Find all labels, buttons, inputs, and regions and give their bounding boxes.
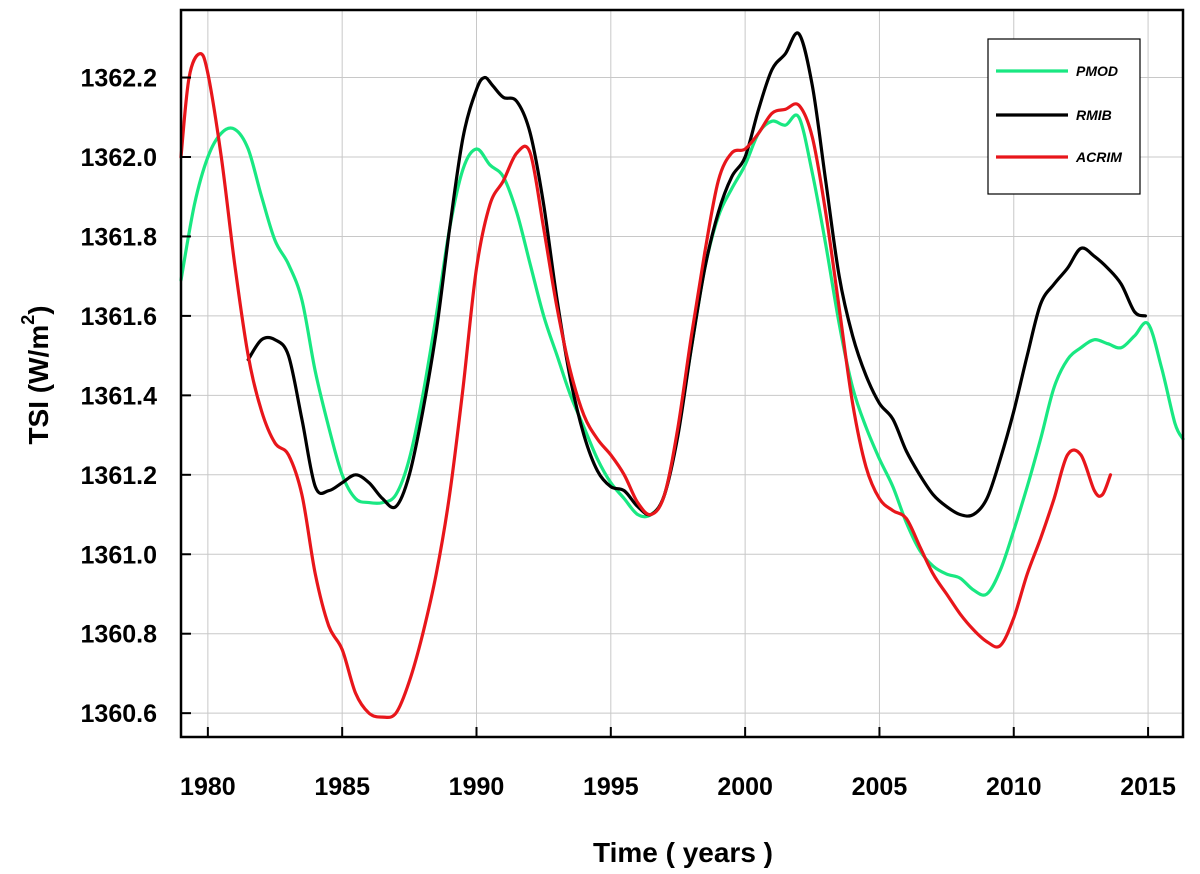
- y-tick-label: 1361.8: [81, 223, 158, 251]
- tick-layer: [181, 76, 1150, 737]
- x-tick-label: 2010: [986, 773, 1042, 801]
- x-tick-label: 1990: [449, 773, 505, 801]
- grid-layer: [181, 10, 1183, 737]
- tick-label-layer: 1980 1985 1990 1995 2000 2005 2010 2015 1360.6 13…: [81, 65, 1176, 801]
- series-layer: [179, 31, 1185, 720]
- x-tick-label: 2015: [1120, 773, 1176, 801]
- y-axis-title-text: TSI (W/m: [23, 325, 54, 445]
- x-tick-label: 2005: [852, 773, 908, 801]
- y-axis-title: TSI (W/m2): [18, 305, 54, 444]
- legend-label-acrim: ACRIM: [1075, 149, 1122, 165]
- x-axis-title: Time ( years ): [593, 837, 773, 868]
- x-tick-label: 2000: [717, 773, 773, 801]
- y-tick-label: 1360.6: [81, 700, 157, 728]
- y-tick-label: 1361.6: [81, 303, 157, 331]
- y-tick-label: 1361.0: [81, 541, 157, 569]
- legend-label-rmib: RMIB: [1076, 107, 1112, 123]
- series-line-acrim: [179, 52, 1113, 720]
- legend-label-pmod: PMOD: [1076, 63, 1118, 79]
- y-tick-label: 1360.8: [81, 621, 158, 649]
- y-tick-label: 1361.2: [81, 462, 157, 490]
- y-tick-label: 1362.2: [81, 65, 157, 93]
- y-tick-label: 1362.0: [81, 144, 157, 172]
- plot-frame: [179, 8, 1185, 739]
- x-tick-label: 1980: [180, 773, 236, 801]
- x-tick-label: 1995: [583, 773, 639, 801]
- x-tick-label: 1985: [314, 773, 370, 801]
- y-axis-title-close: ): [23, 305, 54, 314]
- y-axis-title-superscript: 2: [18, 315, 38, 325]
- y-tick-label: 1361.4: [81, 382, 158, 410]
- legend: PMOD RMIB ACRIM: [987, 38, 1141, 195]
